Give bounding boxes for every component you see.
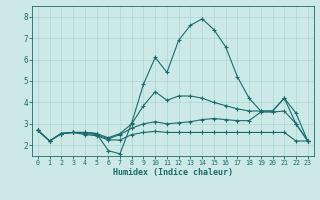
X-axis label: Humidex (Indice chaleur): Humidex (Indice chaleur) [113,168,233,177]
